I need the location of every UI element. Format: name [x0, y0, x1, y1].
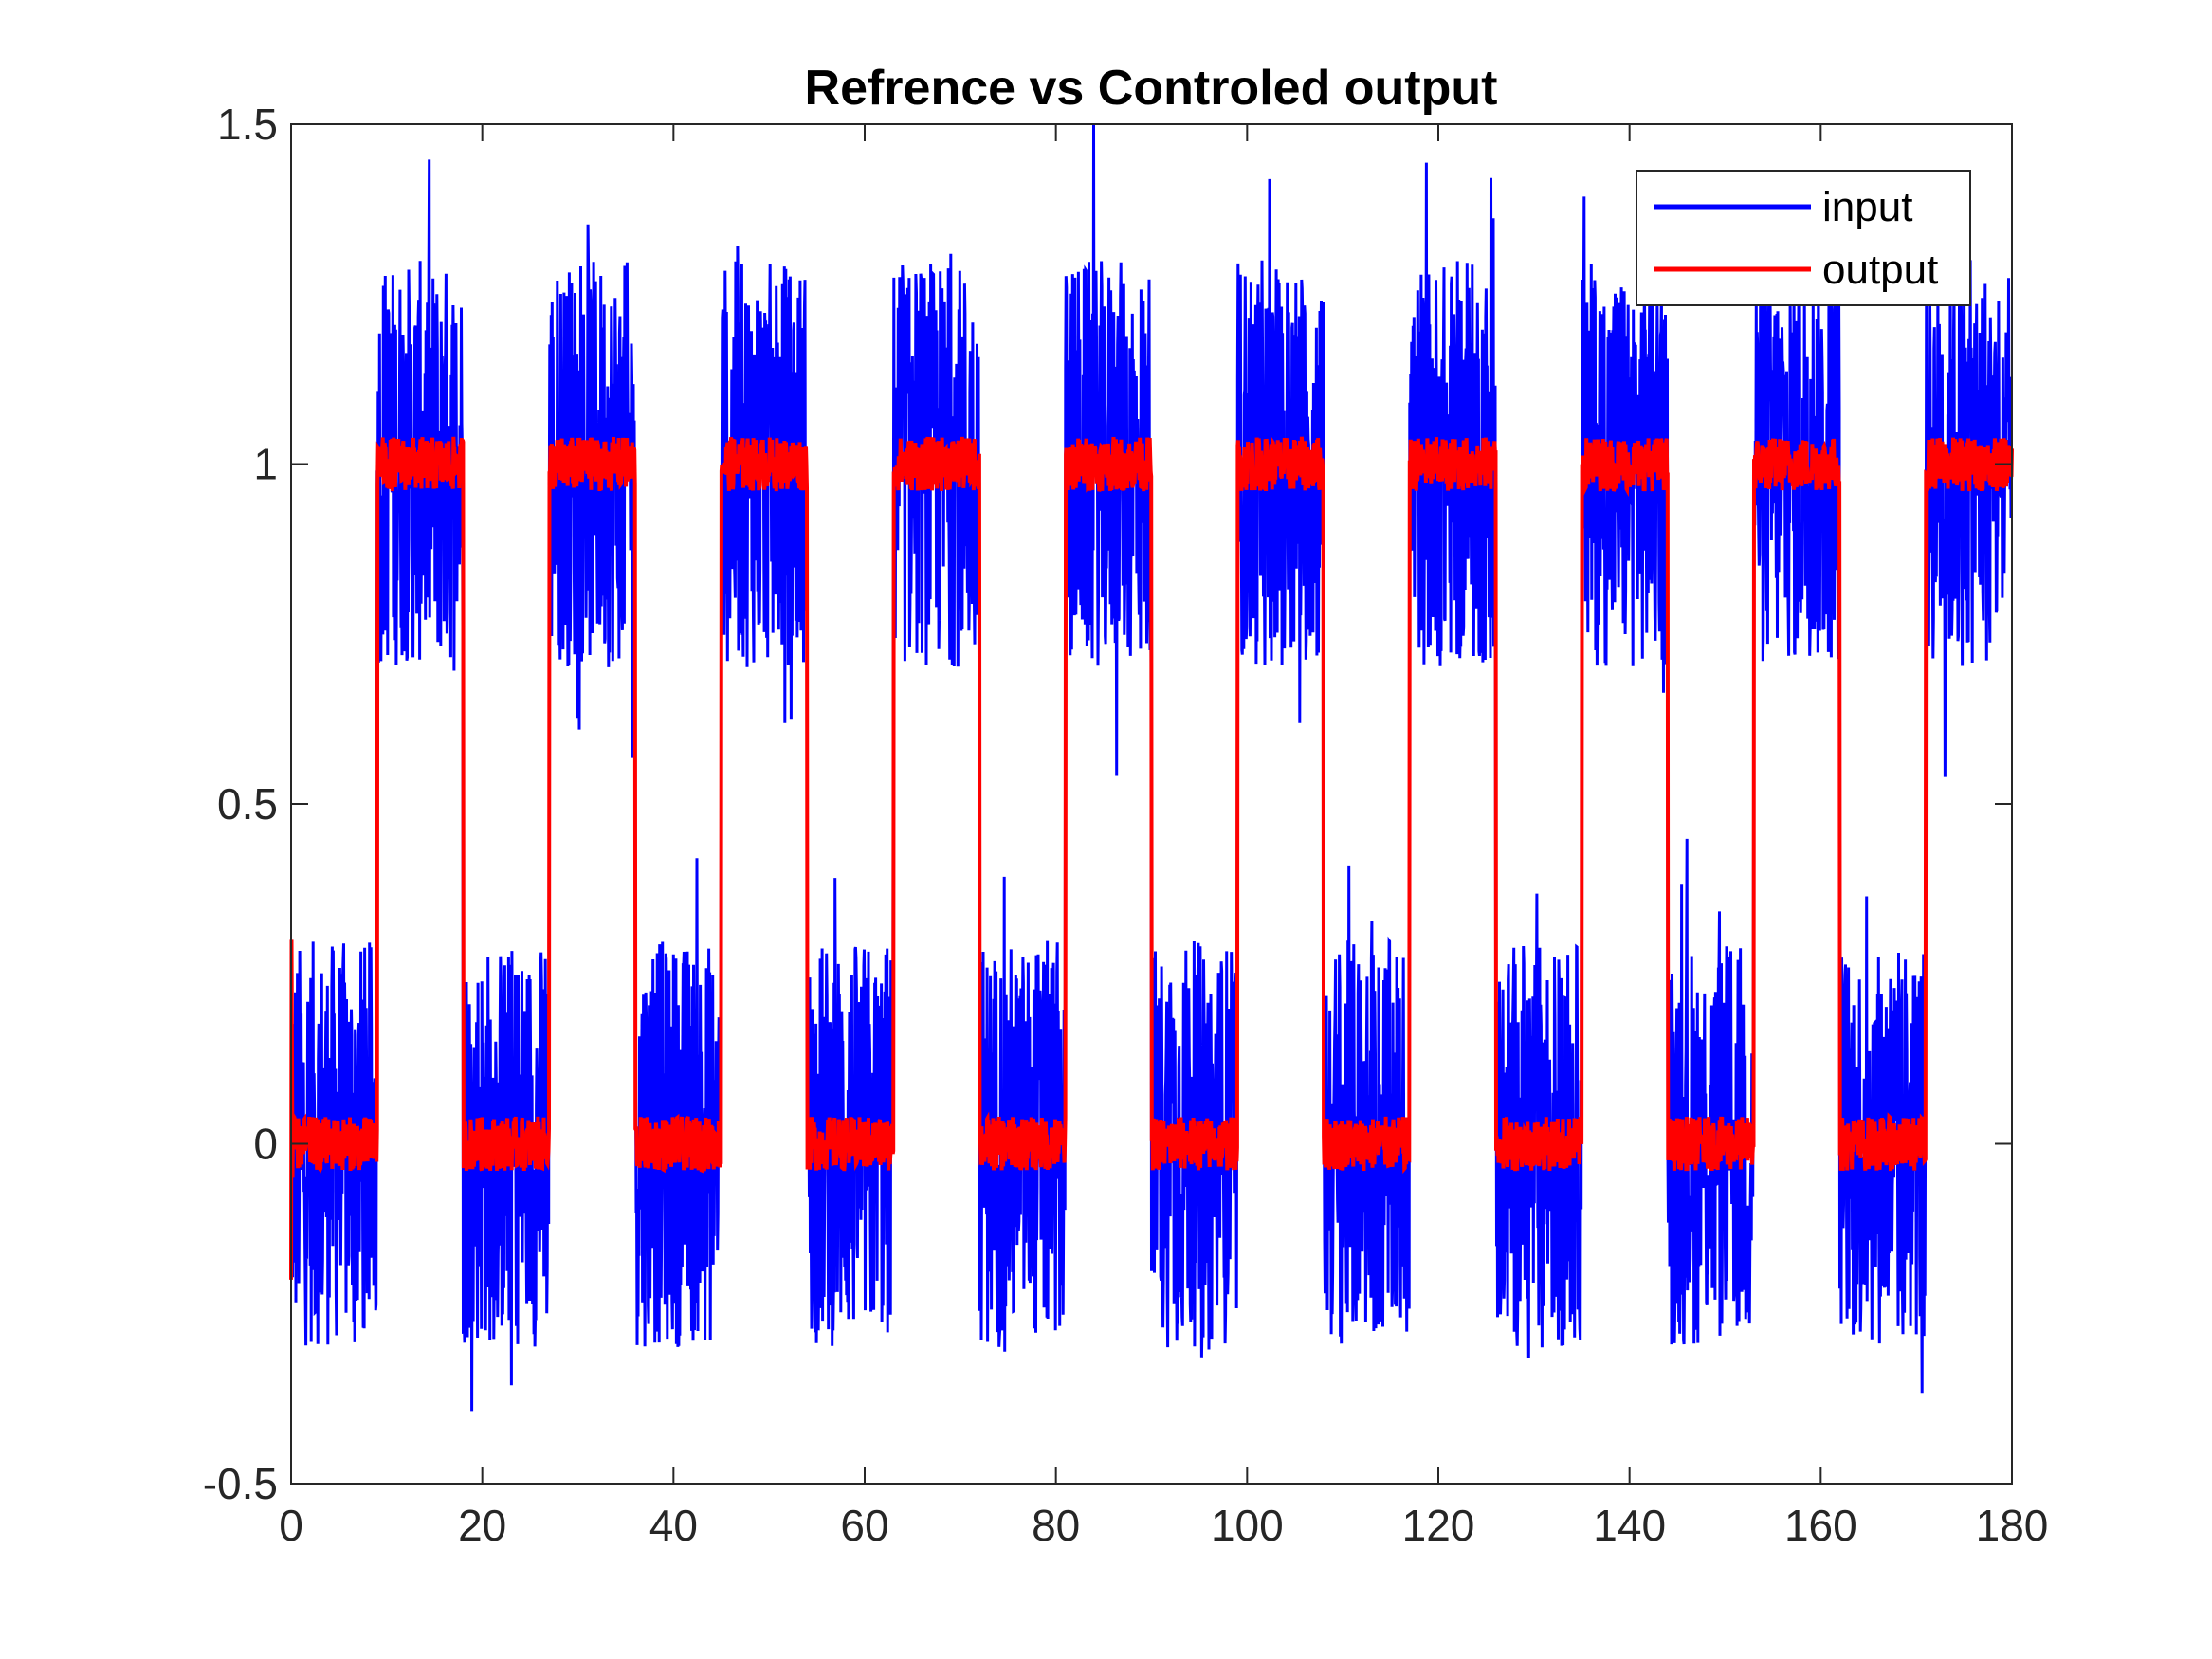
x-tick-label: 20: [458, 1501, 506, 1550]
x-tick-label: 80: [1032, 1501, 1080, 1550]
legend: input output: [1636, 170, 1971, 306]
x-tick-label: 160: [1784, 1501, 1857, 1550]
series-input-line: [289, 123, 2014, 1412]
x-tick-label: 0: [279, 1501, 303, 1550]
legend-output-label: output: [1822, 246, 1938, 293]
series-layer: [289, 123, 2014, 1412]
tick-layer: 0 20 40 60 80 100 120 140 160 180-0.500.511.5: [203, 100, 2049, 1550]
y-tick-label: -0.5: [203, 1459, 278, 1508]
y-tick-label: 0: [253, 1120, 278, 1169]
x-tick-label: 180: [1976, 1501, 2049, 1550]
legend-input-label: input: [1822, 184, 1912, 230]
legend-box: [1636, 170, 1971, 306]
series-output-line: [289, 435, 2014, 1280]
x-tick-label: 100: [1211, 1501, 1284, 1550]
y-tick-label: 1.5: [217, 100, 278, 149]
x-tick-label: 120: [1402, 1501, 1475, 1550]
chart-title: Refrence vs Controled output: [805, 61, 1498, 116]
x-tick-label: 140: [1593, 1501, 1666, 1550]
y-tick-label: 0.5: [217, 779, 278, 829]
y-tick-label: 1: [253, 440, 278, 489]
x-tick-label: 40: [649, 1501, 698, 1550]
x-tick-label: 60: [840, 1501, 888, 1550]
